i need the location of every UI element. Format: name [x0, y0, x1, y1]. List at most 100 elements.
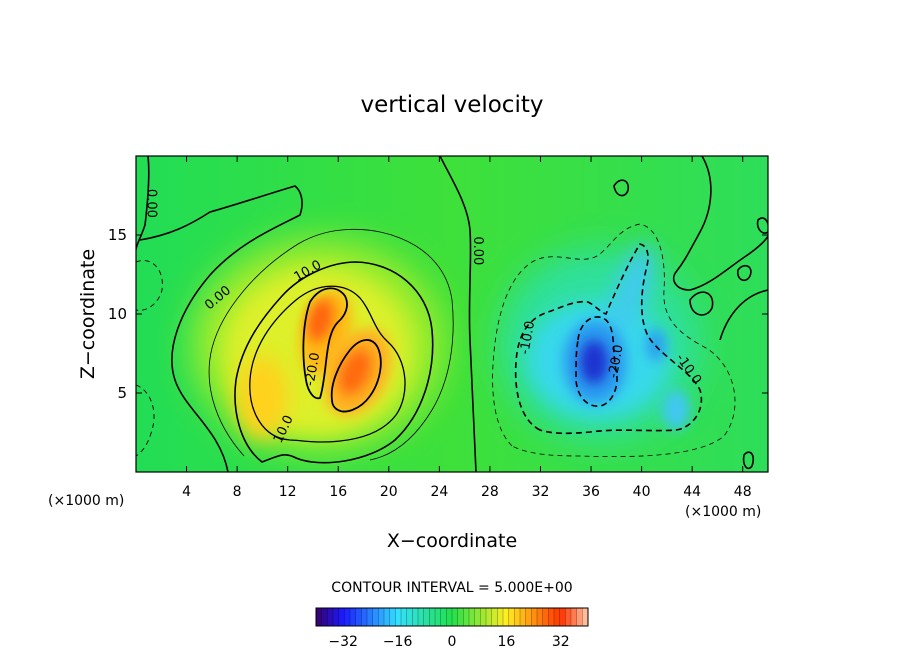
downdraft-peak — [580, 340, 608, 384]
x-tick-label: 20 — [380, 484, 398, 500]
downdraft-field — [500, 244, 700, 440]
contour-thin-left — [208, 228, 454, 461]
contour-neg20-downdraft — [575, 316, 618, 407]
y-tick-label: 15 — [108, 226, 127, 244]
x-axis-label: X−coordinate — [387, 530, 517, 552]
contour-small-loop-4 — [742, 451, 755, 470]
x-tick-label: 44 — [683, 484, 701, 500]
colorbar-tick-label: 32 — [552, 634, 570, 650]
colorbar-swatch — [508, 608, 515, 626]
colorbar-swatch — [361, 608, 368, 626]
contour-interval-text: CONTOUR INTERVAL = 5.000E+00 — [331, 580, 572, 596]
contour-neg-left-small — [136, 260, 163, 311]
x-unit-right: (×1000 m) — [685, 504, 761, 520]
colorbar-swatch — [474, 608, 481, 626]
colorbar-swatch — [327, 608, 334, 626]
colorbar: −32 −16 0 16 32 — [315, 607, 589, 650]
colorbar-swatch — [486, 608, 493, 626]
colorbar-tick-label: 0 — [448, 634, 457, 650]
contour-label: -20.0 — [303, 351, 324, 387]
colorbar-swatch — [423, 608, 430, 626]
colorbar-swatch — [435, 608, 442, 626]
colorbar-swatch — [429, 608, 436, 626]
contour-small-loop-1 — [613, 179, 630, 197]
updraft-peak-upper — [307, 298, 333, 342]
colorbar-swatch — [389, 608, 396, 626]
colorbar-swatch — [576, 608, 583, 626]
contour-small-loop-3 — [689, 291, 714, 316]
colorbar-swatch — [463, 608, 470, 626]
x-tick-label: 48 — [734, 484, 752, 500]
colorbar-swatch — [514, 608, 521, 626]
colorbar-swatch — [321, 608, 328, 626]
x-tick-label: 16 — [329, 484, 347, 500]
chart-title: vertical velocity — [361, 92, 544, 118]
x-axis: 4 8 12 16 20 24 28 32 36 40 44 48 — [182, 156, 752, 500]
colorbar-swatch — [372, 608, 379, 626]
colorbar-swatch — [520, 608, 527, 626]
x-tick-label: 24 — [430, 484, 448, 500]
colorbar-swatch — [333, 608, 340, 626]
colorbar-swatch — [559, 608, 566, 626]
colorbar-swatch — [497, 608, 504, 626]
contour-label: 0.00 — [470, 236, 485, 265]
y-axis-label: Z−coordinate — [77, 249, 99, 379]
colorbar-swatch — [531, 608, 538, 626]
colorbar-swatch — [406, 608, 413, 626]
contour-10-updraft — [249, 285, 406, 443]
y-tick-label: 10 — [108, 305, 127, 323]
colorbar-swatch — [344, 608, 351, 626]
contour-neg-thin-outer — [492, 223, 736, 457]
colorbar-tick-label: −16 — [383, 634, 413, 650]
updraft-field — [193, 240, 443, 450]
downdraft-small-right — [646, 329, 666, 361]
colorbar-swatch — [542, 608, 549, 626]
x-tick-label: 28 — [481, 484, 499, 500]
contour-zero-topleft — [136, 156, 150, 251]
colorbar-swatch — [384, 608, 391, 626]
x-tick-label: 40 — [633, 484, 651, 500]
colorbar-tick-label: 16 — [497, 634, 515, 650]
contour-zero-left-main — [139, 185, 303, 472]
y-axis: 5 10 15 — [108, 226, 768, 402]
contour-small-loop-2 — [736, 264, 752, 282]
downdraft-arm-upper — [609, 244, 655, 336]
colorbar-swatch — [367, 608, 374, 626]
colorbar-swatch — [418, 608, 425, 626]
contour-zero-updraft — [234, 261, 434, 464]
colorbar-swatch — [452, 608, 459, 626]
x-tick-label: 12 — [279, 484, 297, 500]
contour-neg10-downdraft — [514, 243, 703, 435]
colorbar-swatch — [338, 608, 345, 626]
colorbar-swatch — [457, 608, 464, 626]
contour-neg-left-low — [136, 384, 155, 457]
colorbar-swatch — [480, 608, 487, 626]
x-tick-label: 8 — [233, 484, 242, 500]
colorbar-frame — [315, 607, 589, 627]
colorbar-swatch — [440, 608, 447, 626]
updraft-lobe-left — [236, 356, 288, 440]
contour-zero-center — [439, 156, 477, 472]
colorbar-swatch — [548, 608, 555, 626]
contour-label: -20.0 — [606, 344, 627, 380]
colorbar-swatch — [412, 608, 419, 626]
contour-lines — [136, 156, 768, 472]
colorbar-swatch — [316, 608, 323, 626]
colorbar-swatch — [503, 608, 510, 626]
colorbar-swatch — [355, 608, 362, 626]
updraft-peak-right — [338, 349, 372, 395]
x-unit-left: (×1000 m) — [48, 493, 124, 509]
colorbar-swatch — [554, 608, 561, 626]
contour-zero-right-low — [719, 289, 768, 341]
contour-label: 0.00 — [144, 189, 159, 218]
contour-20-upper — [302, 287, 348, 400]
y-tick-label: 5 — [117, 384, 127, 402]
contour-label: -10.0 — [518, 320, 539, 356]
colorbar-swatch — [350, 608, 357, 626]
colorbar-swatch — [571, 608, 578, 626]
colorbar-swatch — [401, 608, 408, 626]
x-tick-label: 4 — [182, 484, 191, 500]
